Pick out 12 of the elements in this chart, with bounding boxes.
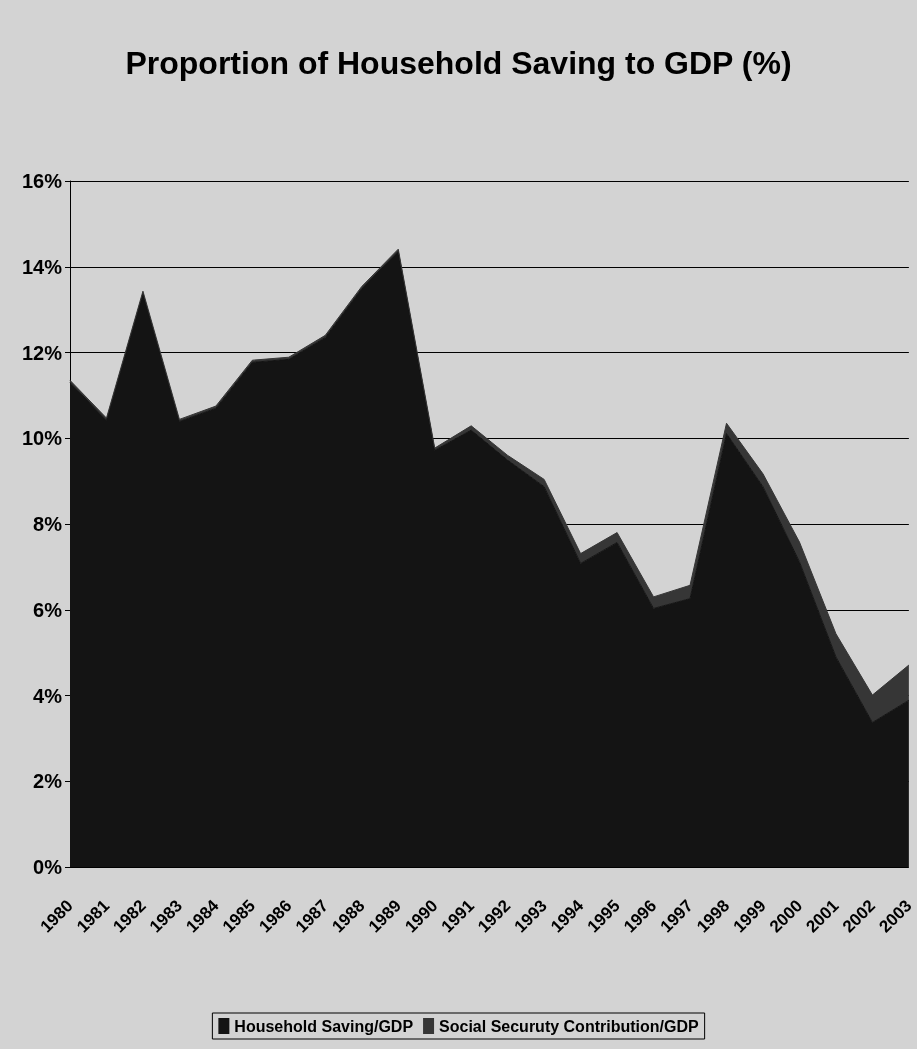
legend-label: Household Saving/GDP — [234, 1017, 414, 1035]
y-tick-label: 6% — [33, 598, 63, 621]
chart-title: Proportion of Household Saving to GDP (%) — [125, 45, 792, 81]
y-tick-label: 2% — [33, 770, 63, 793]
y-tick-label: 8% — [33, 513, 63, 535]
y-tick-label: 10% — [21, 427, 63, 450]
y-tick-label: 12% — [21, 341, 63, 364]
y-tick-label: 14% — [21, 255, 63, 278]
legend-label: Social Securuty Contribution/GDP — [439, 1017, 699, 1035]
y-tick-label: 4% — [33, 684, 63, 707]
y-tick-label: 16% — [21, 170, 63, 192]
y-tick-label: 0% — [33, 856, 63, 878]
